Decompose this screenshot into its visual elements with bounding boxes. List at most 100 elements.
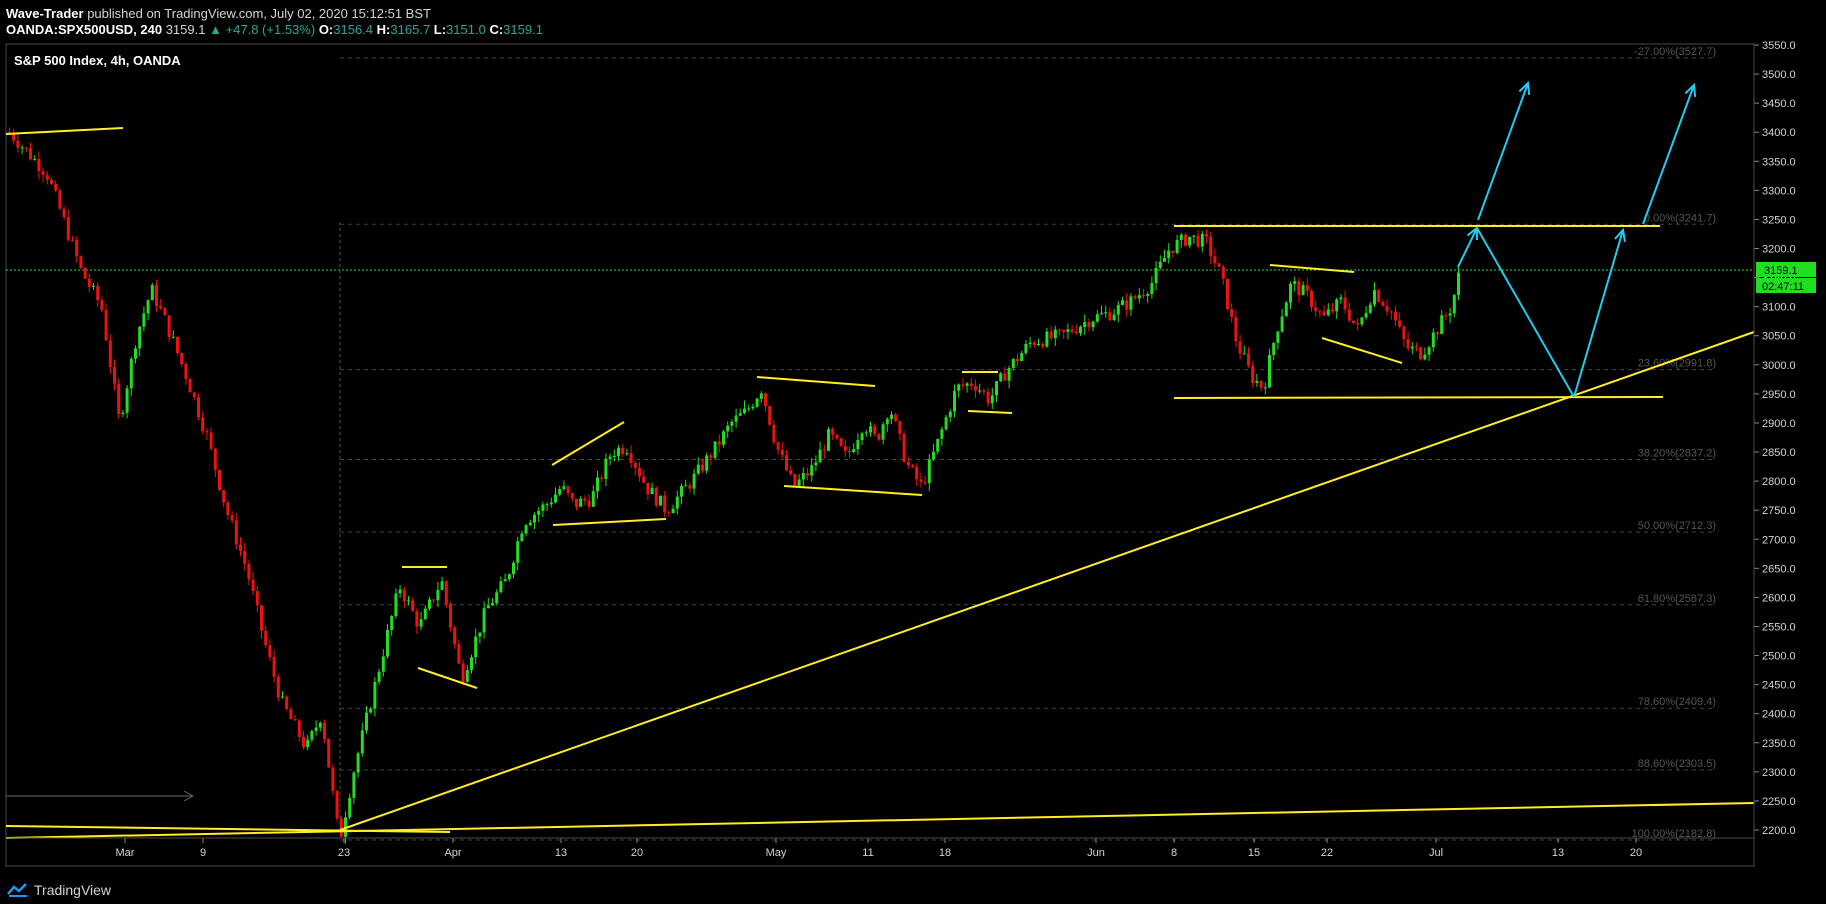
- candle-body: [129, 358, 133, 389]
- candle-body: [1196, 235, 1200, 247]
- candle-body: [146, 300, 150, 314]
- candle-body: [138, 326, 142, 349]
- candle-body: [1221, 266, 1225, 279]
- candle-body: [1045, 331, 1049, 347]
- candle-body: [415, 610, 419, 627]
- candle-body: [402, 589, 406, 602]
- candle-body: [302, 736, 305, 748]
- candle-body: [957, 384, 961, 391]
- candle-body: [1024, 344, 1028, 354]
- price-axis[interactable]: 3550.0 3500.0 3450.0 3400.0 3350.0 3300.0 3250…: [1754, 40, 1796, 837]
- candle-body: [1259, 380, 1263, 388]
- marker-arrow-head-icon: [183, 790, 195, 802]
- candle-body: [780, 449, 784, 455]
- price-chart[interactable]: -27.00%(3527.7)0.00%(3241.7)23.60%(2991.…: [0, 0, 1826, 876]
- candle-body: [558, 489, 562, 495]
- candle-body: [1163, 258, 1166, 262]
- candle-body: [188, 378, 192, 393]
- candle-body: [201, 417, 205, 431]
- candle-body: [62, 208, 66, 218]
- time-axis[interactable]: Mar 9 23 Apr 13 20 May 11 18 Jun 8 15 22 Jul 13 20: [116, 838, 1643, 859]
- candle-body: [125, 388, 129, 413]
- candle-body: [285, 696, 289, 710]
- candle-body: [596, 477, 599, 492]
- candle-body: [940, 429, 944, 439]
- channel-bottom-line[interactable]: [783, 485, 923, 496]
- projection-up-2[interactable]: [1573, 229, 1624, 398]
- candle-body: [1011, 358, 1015, 369]
- projection-up-1[interactable]: [1457, 227, 1478, 268]
- candle-body: [209, 432, 213, 449]
- candle-body: [54, 183, 58, 191]
- candle-body: [881, 424, 885, 440]
- candle-body: [104, 309, 108, 341]
- projection-target-2[interactable]: [1642, 84, 1695, 225]
- candle-body: [1242, 353, 1246, 355]
- fib-level-label: 61.80%(2587.3): [1638, 593, 1716, 605]
- projection-down[interactable]: [1476, 227, 1575, 398]
- candle-body: [1087, 322, 1091, 328]
- candle-body: [654, 487, 658, 506]
- candle-body: [218, 469, 221, 491]
- price-tick-label: 2850.0: [1762, 447, 1796, 459]
- candle-body: [730, 421, 734, 426]
- arrowhead-2-icon: [1614, 227, 1626, 243]
- candle-body: [234, 520, 238, 545]
- projection-target-1[interactable]: [1477, 82, 1529, 221]
- author-name[interactable]: Wave-Trader: [6, 6, 84, 21]
- candle-body: [251, 579, 255, 592]
- time-tick-label: 13: [555, 847, 567, 859]
- candle-body: [58, 190, 62, 209]
- candle-body: [948, 411, 952, 418]
- candle-body: [465, 670, 469, 682]
- tradingview-brand[interactable]: TradingView: [34, 882, 112, 898]
- candle-body: [1066, 329, 1070, 332]
- candle-body: [961, 384, 965, 386]
- candle-body: [1272, 342, 1276, 356]
- range-bottom-line[interactable]: [1173, 396, 1664, 399]
- candle-body: [243, 550, 247, 564]
- time-tick-label: Jul: [1429, 847, 1443, 859]
- candle-body: [575, 498, 578, 507]
- time-tick-label: 9: [200, 847, 206, 859]
- box-bottom-line[interactable]: [967, 410, 1013, 414]
- trendline-drawings[interactable]: [5, 80, 1755, 839]
- channel-top-line[interactable]: [756, 376, 876, 387]
- candle-body: [247, 563, 251, 580]
- candle-body: [134, 348, 137, 359]
- wedge-top-line[interactable]: [551, 421, 625, 466]
- fib-level-label: 78.60%(2409.4): [1638, 696, 1716, 708]
- bottom-rising-line[interactable]: [5, 802, 1755, 839]
- triangle-top-line[interactable]: [1269, 264, 1355, 273]
- candle-body: [272, 657, 276, 677]
- candle-body: [255, 591, 259, 606]
- candle-body: [75, 239, 79, 257]
- candle-body: [348, 797, 352, 818]
- candle-body: [860, 433, 864, 440]
- candle-body: [932, 451, 935, 460]
- open-value: 3156.4: [333, 22, 374, 37]
- candle-body: [419, 619, 423, 627]
- chart-legend-title: S&P 500 Index, 4h, OANDA: [14, 53, 181, 68]
- candle-body: [113, 366, 116, 384]
- price-tick-label: 3250.0: [1762, 214, 1796, 226]
- candle-body: [1398, 320, 1402, 327]
- price-tick-label: 3200.0: [1762, 244, 1796, 256]
- chart-pane[interactable]: [5, 43, 1755, 867]
- candle-body: [944, 417, 948, 430]
- candle-body: [478, 632, 482, 637]
- candle-body: [264, 630, 268, 646]
- candle-body: [449, 604, 452, 628]
- triangle-bottom-line[interactable]: [1321, 337, 1403, 364]
- candle-body: [37, 159, 41, 172]
- candle-body: [66, 217, 70, 240]
- candle-body: [16, 140, 20, 148]
- candle-body: [873, 426, 877, 435]
- main-support-trendline[interactable]: [339, 331, 1755, 831]
- candle-body: [390, 616, 394, 630]
- top-left-trendline[interactable]: [5, 127, 124, 135]
- candle-body: [911, 465, 914, 467]
- wedge-bottom-line[interactable]: [552, 518, 667, 526]
- candle-body: [1276, 331, 1280, 343]
- flag-bottom-line[interactable]: [417, 667, 478, 689]
